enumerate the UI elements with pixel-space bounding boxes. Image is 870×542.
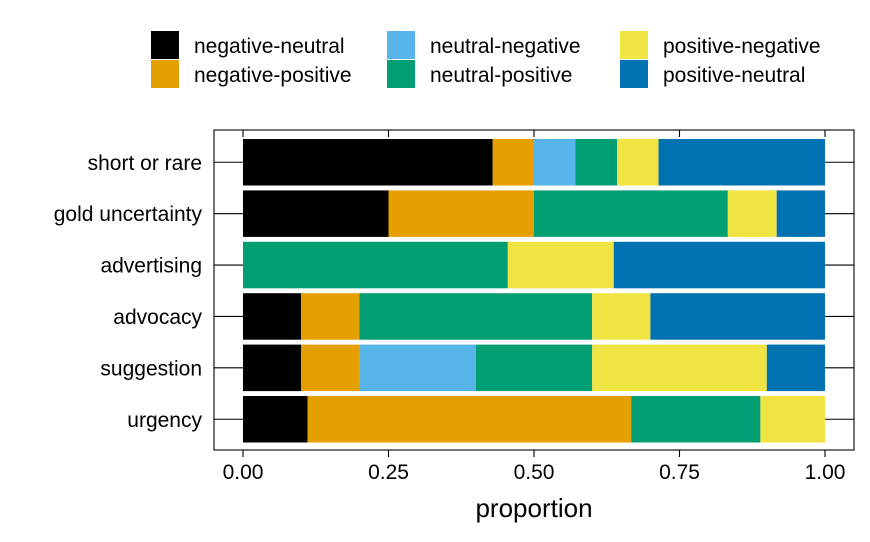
bar-segment [475,344,593,392]
legend-swatch [387,60,415,88]
bar-segment [243,293,302,340]
bar-segment [727,190,777,237]
x-axis-title: proportion [475,493,592,523]
legend-swatch [387,31,415,59]
legend-item: neutral-negative [387,31,581,59]
bar-segment [507,241,614,289]
legend-label: positive-neutral [663,64,805,87]
legend-label: negative-neutral [194,35,345,58]
bar-segment [650,293,825,340]
x-tick-label: 0.50 [514,461,555,484]
bar-segment [534,139,576,186]
legend-label: neutral-positive [430,64,572,87]
y-tick-label: short or rare [88,152,202,175]
y-tick-label: advertising [100,255,202,278]
legend-swatch [151,60,179,88]
bar-segment [575,139,618,186]
legend-label: negative-positive [194,64,352,87]
bar-segment [243,241,508,289]
y-tick-label: urgency [127,409,202,432]
bar-segment [243,190,389,237]
x-tick-label: 0.75 [659,461,700,484]
legend-swatch [620,31,648,59]
legend-swatch [620,60,648,88]
bars [243,139,825,443]
bar-segment [766,344,825,392]
x-tick-label: 0.25 [368,461,409,484]
bar-segment [617,139,659,186]
y-tick-label: gold uncertainty [54,203,203,226]
legend-item: negative-positive [151,60,352,88]
legend-item: positive-neutral [620,60,805,88]
bar-segment [243,139,493,186]
bar-segment [592,293,651,340]
bar-segment [307,396,632,443]
x-tick-label: 0.00 [223,461,264,484]
y-tick-label: advocacy [113,306,202,329]
legend: negative-neutral negative-positive neutral… [151,31,821,88]
bar-segment [492,139,534,186]
x-axis: 0.00 0.25 0.50 0.75 1.00 [223,130,846,484]
y-tick-label: suggestion [100,357,202,380]
bar-segment [760,396,825,443]
bar-segment [243,396,308,443]
legend-item: neutral-positive [387,60,572,88]
bar-segment [631,396,761,443]
bar-segment [658,139,825,186]
bar-segment [359,293,593,340]
legend-item: positive-negative [620,31,821,59]
bar-segment [301,293,360,340]
legend-label: neutral-negative [430,35,581,58]
bar-segment [613,241,825,289]
y-axis: short or rare gold uncertainty advertising… [54,152,854,432]
bar-segment [592,344,767,392]
bar-segment [243,344,302,392]
bar-segment [776,190,825,237]
legend-item: negative-neutral [151,31,345,59]
legend-swatch [151,31,179,59]
bar-segment [301,344,360,392]
x-tick-label: 1.00 [805,461,846,484]
legend-label: positive-negative [663,35,821,58]
bar-segment [388,190,534,237]
bar-segment [359,344,476,392]
bar-segment [534,190,728,237]
